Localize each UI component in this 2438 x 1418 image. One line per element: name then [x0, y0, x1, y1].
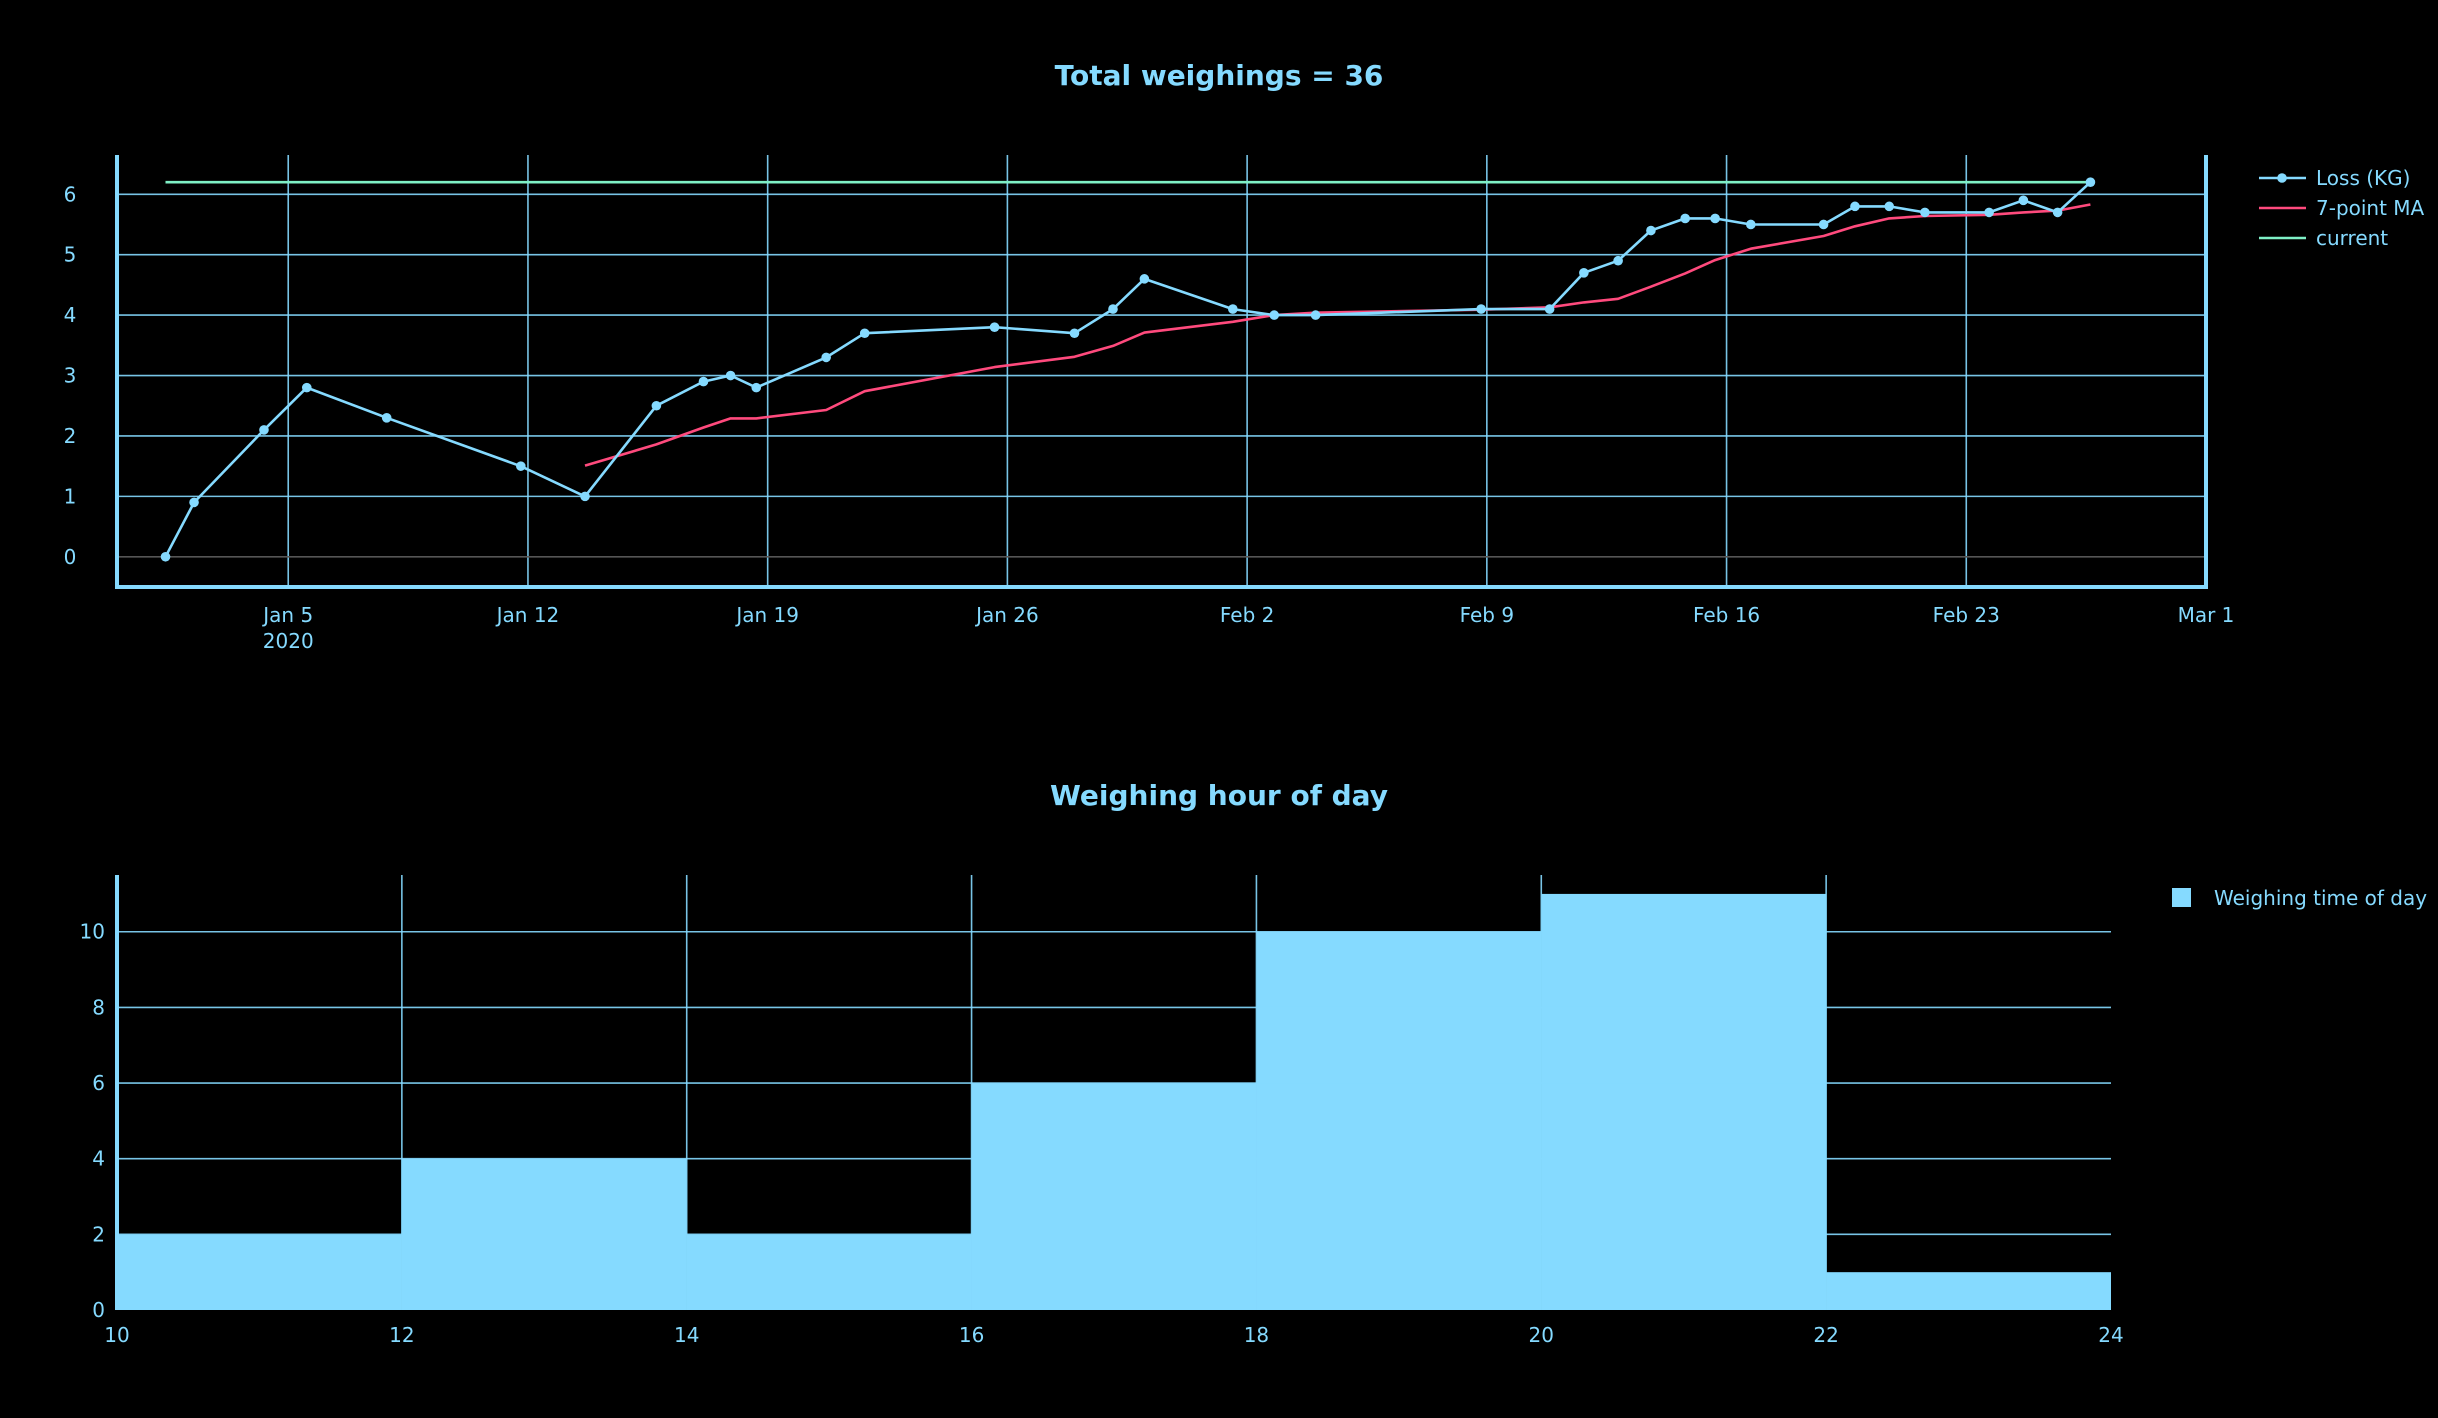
x-tick-label: 12	[389, 1323, 414, 1347]
legend-label: current	[2316, 226, 2388, 250]
data-point	[189, 497, 199, 508]
data-point	[1710, 213, 1720, 224]
legend-label: Loss (KG)	[2316, 166, 2410, 190]
line-chart-legend[interactable]: Loss (KG) 7-point MA current	[2259, 166, 2425, 250]
series-line-loss-kg	[164, 181, 2092, 558]
data-point	[698, 376, 709, 387]
x-tick-label: Jan 19	[734, 603, 799, 627]
data-point	[516, 461, 526, 471]
data-point	[2085, 177, 2096, 187]
data-point	[1850, 201, 1860, 212]
data-point	[821, 352, 831, 363]
data-point	[580, 491, 590, 502]
x-tick-label: Jan 12	[495, 603, 560, 627]
histogram-bar	[1826, 1272, 2111, 1310]
y-tick-label: 3	[64, 364, 77, 388]
data-point	[1818, 219, 1829, 230]
y-tick-label: 6	[92, 1071, 105, 1095]
legend-marker	[2277, 173, 2287, 183]
series-line-7-point-ma	[584, 203, 2091, 467]
data-point	[2052, 207, 2063, 218]
data-point	[1920, 207, 1930, 218]
data-point	[1108, 304, 1118, 314]
y-tick-label: 10	[80, 920, 105, 944]
data-point	[1139, 274, 1150, 284]
y-tick-label: 5	[64, 243, 77, 267]
data-point	[160, 551, 171, 562]
y-tick-label: 4	[64, 303, 77, 327]
y-tick-label: 2	[64, 424, 77, 448]
data-point	[1269, 310, 1280, 320]
x-tick-label: 24	[2098, 1323, 2123, 1347]
data-point	[1476, 304, 1486, 314]
line-chart-series	[160, 177, 2096, 562]
x-tick-label: 20	[1529, 1323, 1554, 1347]
data-point	[1544, 304, 1555, 314]
data-point	[1746, 219, 1756, 230]
y-tick-label: 0	[92, 1298, 105, 1322]
data-point	[1310, 310, 1321, 320]
y-tick-label: 1	[64, 484, 77, 508]
x-tick-label: Feb 2	[1220, 603, 1275, 627]
histogram-bar	[1256, 931, 1542, 1310]
histogram-gridlines	[117, 930, 2111, 1236]
data-point	[1069, 328, 1080, 339]
line-chart-title: Total weighings = 36	[1055, 59, 1384, 92]
histogram-bar	[1541, 893, 1827, 1310]
data-point	[301, 382, 312, 393]
x-tick-label: Mar 1	[2178, 603, 2235, 627]
legend-swatch	[2172, 888, 2191, 907]
y-tick-label: 0	[64, 545, 77, 569]
x-tick-label: Feb 16	[1693, 603, 1760, 627]
data-point	[1984, 207, 1994, 218]
legend-label: Weighing time of day	[2214, 886, 2427, 910]
legend-label: 7-point MA	[2316, 196, 2425, 220]
data-point	[859, 328, 870, 339]
x-tick-sublabel: 2020	[263, 629, 314, 653]
x-tick-label: Feb 9	[1460, 603, 1515, 627]
histogram-title: Weighing hour of day	[1050, 779, 1388, 812]
data-point	[751, 382, 762, 393]
y-tick-label: 4	[92, 1147, 105, 1171]
data-point	[1646, 225, 1656, 236]
x-tick-label: 22	[1813, 1323, 1838, 1347]
x-tick-label: 14	[674, 1323, 699, 1347]
data-point	[989, 322, 1000, 332]
histogram-legend[interactable]: Weighing time of day	[2172, 886, 2427, 910]
y-tick-label: 2	[92, 1222, 105, 1246]
data-point	[2018, 195, 2029, 206]
data-point	[651, 400, 662, 411]
histogram-chart: Weighing hour of day 10 12 14 16 18 20 22 24 02…	[80, 779, 2428, 1347]
x-tick-label: Jan 5	[261, 603, 313, 627]
histogram-bar	[971, 1083, 1257, 1310]
x-tick-label: 18	[1244, 1323, 1269, 1347]
x-tick-label: 16	[959, 1323, 984, 1347]
y-tick-label: 6	[64, 182, 77, 206]
data-point	[1579, 268, 1589, 278]
x-tick-label: 10	[104, 1323, 129, 1347]
histogram-bar	[117, 1234, 402, 1310]
data-point	[725, 370, 736, 381]
data-point	[259, 425, 269, 435]
data-point	[1613, 255, 1623, 266]
data-point	[1884, 201, 1895, 212]
histogram-x-ticks: 10 12 14 16 18 20 22 24	[104, 1323, 2123, 1347]
x-tick-label: Jan 26	[974, 603, 1039, 627]
y-tick-label: 8	[92, 995, 105, 1019]
histogram-bars	[117, 875, 2111, 1310]
data-point	[1680, 213, 1690, 224]
data-point	[1228, 304, 1238, 314]
line-chart-gridlines	[117, 155, 2207, 587]
x-tick-label: Feb 23	[1933, 603, 2000, 627]
data-point	[381, 413, 392, 423]
histogram-y-ticks: 0 2 4 6 8 10	[80, 920, 105, 1322]
line-chart-axes	[115, 155, 2208, 589]
histogram-bar	[686, 1234, 972, 1310]
line-chart-y-ticks: 0 1 2 3 4 5 6	[64, 182, 77, 569]
